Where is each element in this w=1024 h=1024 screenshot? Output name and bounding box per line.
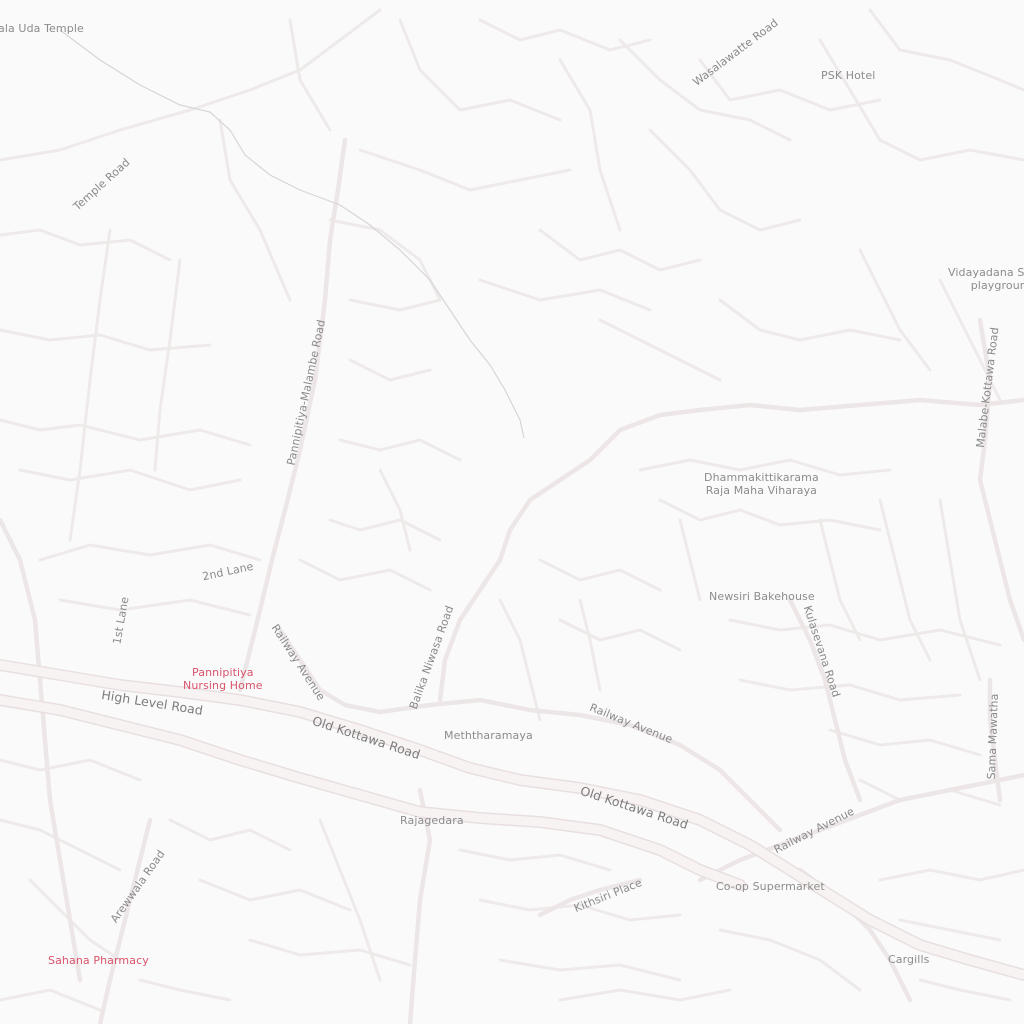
trail <box>59 29 525 439</box>
place-label-line: playground <box>970 279 1024 292</box>
place-label-dhammakittikarama[interactable]: Dhammakittikarama Raja Maha Viharaya <box>704 471 819 497</box>
place-label-line: Dhammakittikarama <box>704 471 819 484</box>
minor-streets <box>0 8 1024 1012</box>
place-label-line: Raja Maha Viharaya <box>705 484 818 497</box>
place-label-meththaramaya[interactable]: Meththaramaya <box>444 729 533 742</box>
arterial-fill <box>0 660 1024 980</box>
place-label-sahana-pharmacy[interactable]: Sahana Pharmacy <box>48 954 149 967</box>
place-label-newsiri-bakehouse[interactable]: Newsiri Bakehouse <box>709 590 815 603</box>
place-label-line: Nursing Home <box>183 679 263 692</box>
place-label-line: Vidayadana Sch <box>948 266 1024 279</box>
place-label-vidayadana-playground[interactable]: Vidayadana Sch playground <box>948 266 1024 292</box>
place-label-psk-hotel[interactable]: PSK Hotel <box>821 69 876 82</box>
place-label-co-op-supermarket[interactable]: Co-op Supermarket <box>716 880 825 893</box>
place-label-line: Pannipitiya <box>192 666 254 679</box>
place-label-cargills[interactable]: Cargills <box>888 953 930 966</box>
place-label-pannipitiya-nursing-home[interactable]: Pannipitiya Nursing Home <box>183 666 263 692</box>
place-label-uda-temple[interactable]: ala Uda Temple <box>0 22 84 35</box>
collector-streets <box>0 137 1024 1024</box>
place-label-rajagedara[interactable]: Rajagedara <box>400 814 464 827</box>
